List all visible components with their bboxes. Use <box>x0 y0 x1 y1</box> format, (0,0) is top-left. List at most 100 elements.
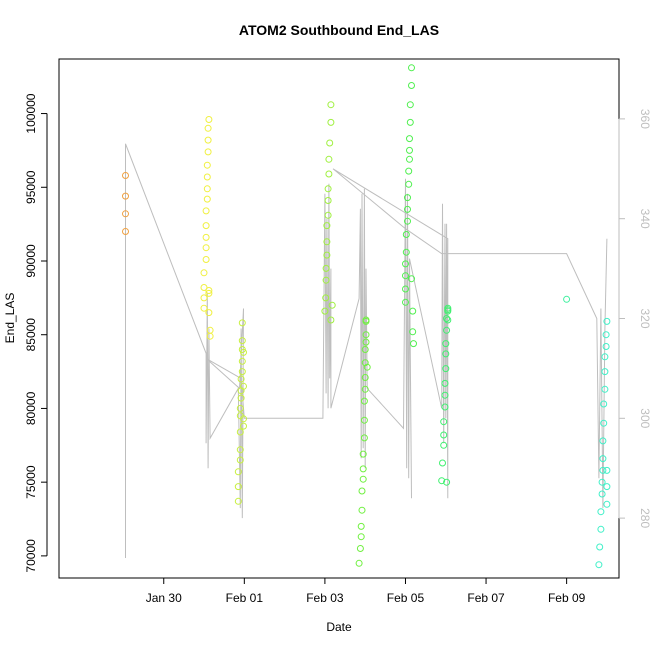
data-point <box>442 350 450 358</box>
data-point <box>202 222 210 230</box>
data-point <box>402 248 410 256</box>
data-point <box>360 434 368 442</box>
data-point <box>323 222 331 230</box>
data-point <box>203 185 211 193</box>
secondary-series-line <box>125 143 608 558</box>
y-axis-label: End_LAS <box>3 293 17 344</box>
data-point <box>603 483 611 491</box>
data-point <box>402 298 409 306</box>
data-point <box>402 285 409 293</box>
data-point <box>237 394 245 402</box>
data-point <box>205 289 213 297</box>
secondary-y-tick-label: 320 <box>638 308 650 328</box>
data-point <box>203 173 211 181</box>
data-point <box>408 275 415 283</box>
series-group9 <box>595 317 611 569</box>
data-point <box>595 561 603 569</box>
data-point <box>200 269 208 277</box>
data-point <box>597 508 605 516</box>
data-point <box>603 466 611 474</box>
data-point <box>443 326 451 334</box>
data-point <box>440 431 448 439</box>
data-point <box>238 319 246 327</box>
secondary-y-tick-label: 300 <box>638 408 650 428</box>
data-point <box>602 331 610 339</box>
y-tick-label: 85000 <box>24 318 38 352</box>
data-point <box>206 326 214 334</box>
data-point <box>408 82 415 89</box>
data-point <box>326 139 334 147</box>
data-point <box>204 136 212 144</box>
data-point <box>203 195 211 203</box>
data-point <box>363 363 371 371</box>
y-tick-label: 80000 <box>24 391 38 425</box>
data-point <box>601 368 609 376</box>
data-point <box>204 148 212 156</box>
data-point <box>122 228 129 235</box>
y-tick-label: 75000 <box>24 465 38 499</box>
data-point <box>204 124 212 132</box>
data-point <box>322 276 330 284</box>
data-point <box>205 309 213 317</box>
data-point <box>200 304 208 312</box>
data-point <box>438 477 446 485</box>
data-point <box>240 415 247 423</box>
data-point <box>234 468 242 476</box>
data-point <box>327 316 335 324</box>
axes-layer: 70000 75000 80000 85000 90000 95000 100000 Jan … <box>24 93 650 605</box>
secondary-y-tick-label: 340 <box>638 209 650 229</box>
plot-frame <box>58 58 620 579</box>
series-group2 <box>200 116 214 340</box>
data-point <box>596 543 604 551</box>
data-point <box>240 422 247 430</box>
data-point <box>361 359 369 367</box>
data-point <box>563 295 571 303</box>
data-point <box>406 155 413 163</box>
data-point <box>600 400 608 408</box>
series-group3 <box>234 319 247 505</box>
data-point <box>356 545 364 552</box>
data-point <box>362 316 370 324</box>
data-point <box>238 337 246 345</box>
data-point <box>404 194 411 202</box>
data-point <box>408 64 415 72</box>
y-tick-label: 95000 <box>24 170 38 204</box>
series-group7 <box>438 304 452 486</box>
data-point <box>598 478 606 486</box>
data-point <box>203 161 211 169</box>
data-point <box>600 419 608 427</box>
data-point <box>202 233 210 241</box>
data-point <box>122 172 129 179</box>
data-point <box>361 374 369 381</box>
data-point <box>200 284 208 291</box>
data-point <box>444 316 452 324</box>
data-point <box>359 475 367 483</box>
data-point <box>404 205 411 213</box>
data-point <box>440 418 448 426</box>
data-point <box>409 328 417 336</box>
data-point <box>444 304 452 312</box>
data-point <box>236 404 244 412</box>
data-point <box>404 217 411 225</box>
data-point <box>237 375 245 383</box>
data-point <box>362 331 370 339</box>
y-tick-label: 70000 <box>24 539 38 573</box>
x-tick-label: Feb 07 <box>467 591 505 605</box>
data-point <box>405 167 413 175</box>
data-point <box>236 428 244 436</box>
secondary-line-layer <box>125 143 608 558</box>
data-point <box>402 231 410 238</box>
data-point <box>236 446 244 454</box>
series-group6 <box>402 64 417 348</box>
data-point <box>323 251 331 259</box>
data-point <box>361 346 369 353</box>
chart-title: ATOM2 Southbound End_LAS <box>239 22 439 38</box>
data-point <box>441 379 449 387</box>
data-point <box>327 118 335 126</box>
data-point <box>439 459 446 467</box>
x-tick-label: Feb 09 <box>548 591 586 605</box>
data-point <box>442 340 450 348</box>
series-group5 <box>355 316 371 567</box>
data-point <box>440 441 448 449</box>
